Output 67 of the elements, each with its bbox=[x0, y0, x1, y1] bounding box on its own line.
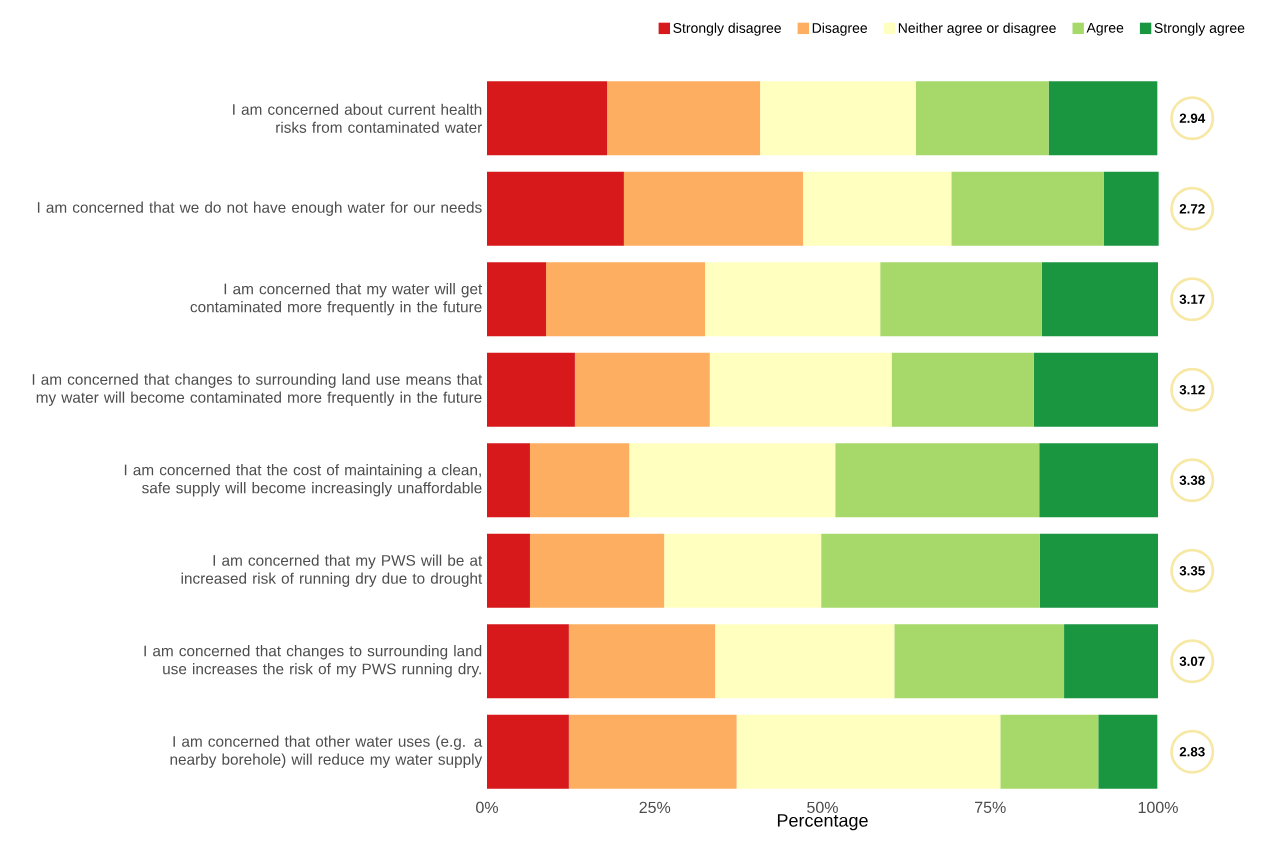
bar bbox=[709, 352, 892, 427]
x-tick-label: 100% bbox=[1138, 801, 1178, 814]
text: 3.12 bbox=[1179, 385, 1205, 395]
bar bbox=[487, 624, 569, 699]
bar bbox=[1033, 352, 1158, 427]
text: 3.17 bbox=[1179, 294, 1205, 304]
bar bbox=[951, 171, 1104, 246]
bar bbox=[1000, 714, 1099, 789]
bar bbox=[736, 714, 1001, 789]
legend-label: Strongly disagree bbox=[673, 22, 781, 36]
legend-label: Neither agree or disagree bbox=[898, 22, 1056, 36]
bar bbox=[487, 533, 530, 608]
bar bbox=[487, 262, 547, 337]
y-tick-label: I am concerned that my water will get contaminated more frequently in the future bbox=[190, 283, 483, 316]
bar bbox=[1048, 81, 1158, 156]
y-tick-label: I am concerned that my PWS will be at increased risk of running dry due to drought bbox=[181, 554, 483, 587]
bar bbox=[1098, 714, 1158, 789]
bar bbox=[574, 352, 710, 427]
text: 2.83 bbox=[1179, 747, 1205, 757]
bar bbox=[803, 171, 952, 246]
bar bbox=[529, 443, 630, 518]
bar bbox=[821, 533, 1040, 608]
bar bbox=[568, 714, 737, 789]
y-tick-label: I am concerned that we do not have enough water for our needs bbox=[37, 201, 482, 216]
y-tick-label: I am concerned about current health risks from contaminated water bbox=[233, 103, 482, 133]
bar bbox=[915, 81, 1049, 156]
bar bbox=[1041, 262, 1158, 337]
bar bbox=[835, 443, 1040, 518]
bar bbox=[894, 624, 1065, 699]
bar bbox=[1039, 443, 1158, 518]
bar bbox=[891, 352, 1034, 427]
bar bbox=[880, 262, 1042, 337]
bar bbox=[487, 443, 530, 518]
x-tick-label: 25% bbox=[639, 801, 671, 814]
bar bbox=[568, 624, 716, 699]
legend-label: Agree bbox=[1086, 22, 1124, 36]
bar bbox=[487, 171, 624, 246]
bar bbox=[623, 171, 804, 246]
text: 3.38 bbox=[1179, 475, 1205, 485]
x-tick-label: 0% bbox=[476, 801, 498, 814]
bar bbox=[1064, 624, 1158, 699]
x-tick-label: 50% bbox=[807, 801, 838, 814]
legend-label: Disagree bbox=[812, 22, 868, 36]
x-axis-title: Percentage bbox=[777, 814, 868, 831]
bar bbox=[546, 262, 706, 337]
bar bbox=[664, 533, 822, 608]
bar bbox=[629, 443, 836, 518]
text: 3.07 bbox=[1179, 656, 1205, 666]
bar bbox=[487, 81, 608, 156]
bar bbox=[487, 352, 575, 427]
bar bbox=[487, 714, 569, 789]
text: 2.94 bbox=[1179, 113, 1206, 123]
y-tick-label: I am concerned that other water uses (e.g. a nearby borehole) will reduce my water supply bbox=[170, 735, 483, 768]
bar bbox=[1103, 171, 1159, 246]
bar bbox=[607, 81, 761, 156]
x-tick-label: 75% bbox=[975, 801, 1006, 813]
y-tick-label: I am concerned that the cost of maintaining a clean, safe supply will become increasingly unaffordable bbox=[124, 464, 482, 497]
bar bbox=[705, 262, 881, 337]
y-tick-label: I am concerned that changes to surrounding land use means that my water will become contaminated more frequently in the future bbox=[32, 373, 483, 406]
bar bbox=[715, 624, 895, 699]
y-tick-label: I am concerned that changes to surrounding land use increases the risk of my PWS running dry. bbox=[144, 645, 482, 678]
bar bbox=[529, 533, 665, 608]
text: 3.35 bbox=[1179, 566, 1205, 576]
bar bbox=[1039, 533, 1158, 608]
bar bbox=[760, 81, 916, 156]
legend-label: Strongly agree bbox=[1154, 22, 1245, 36]
text: 2.72 bbox=[1179, 204, 1205, 214]
